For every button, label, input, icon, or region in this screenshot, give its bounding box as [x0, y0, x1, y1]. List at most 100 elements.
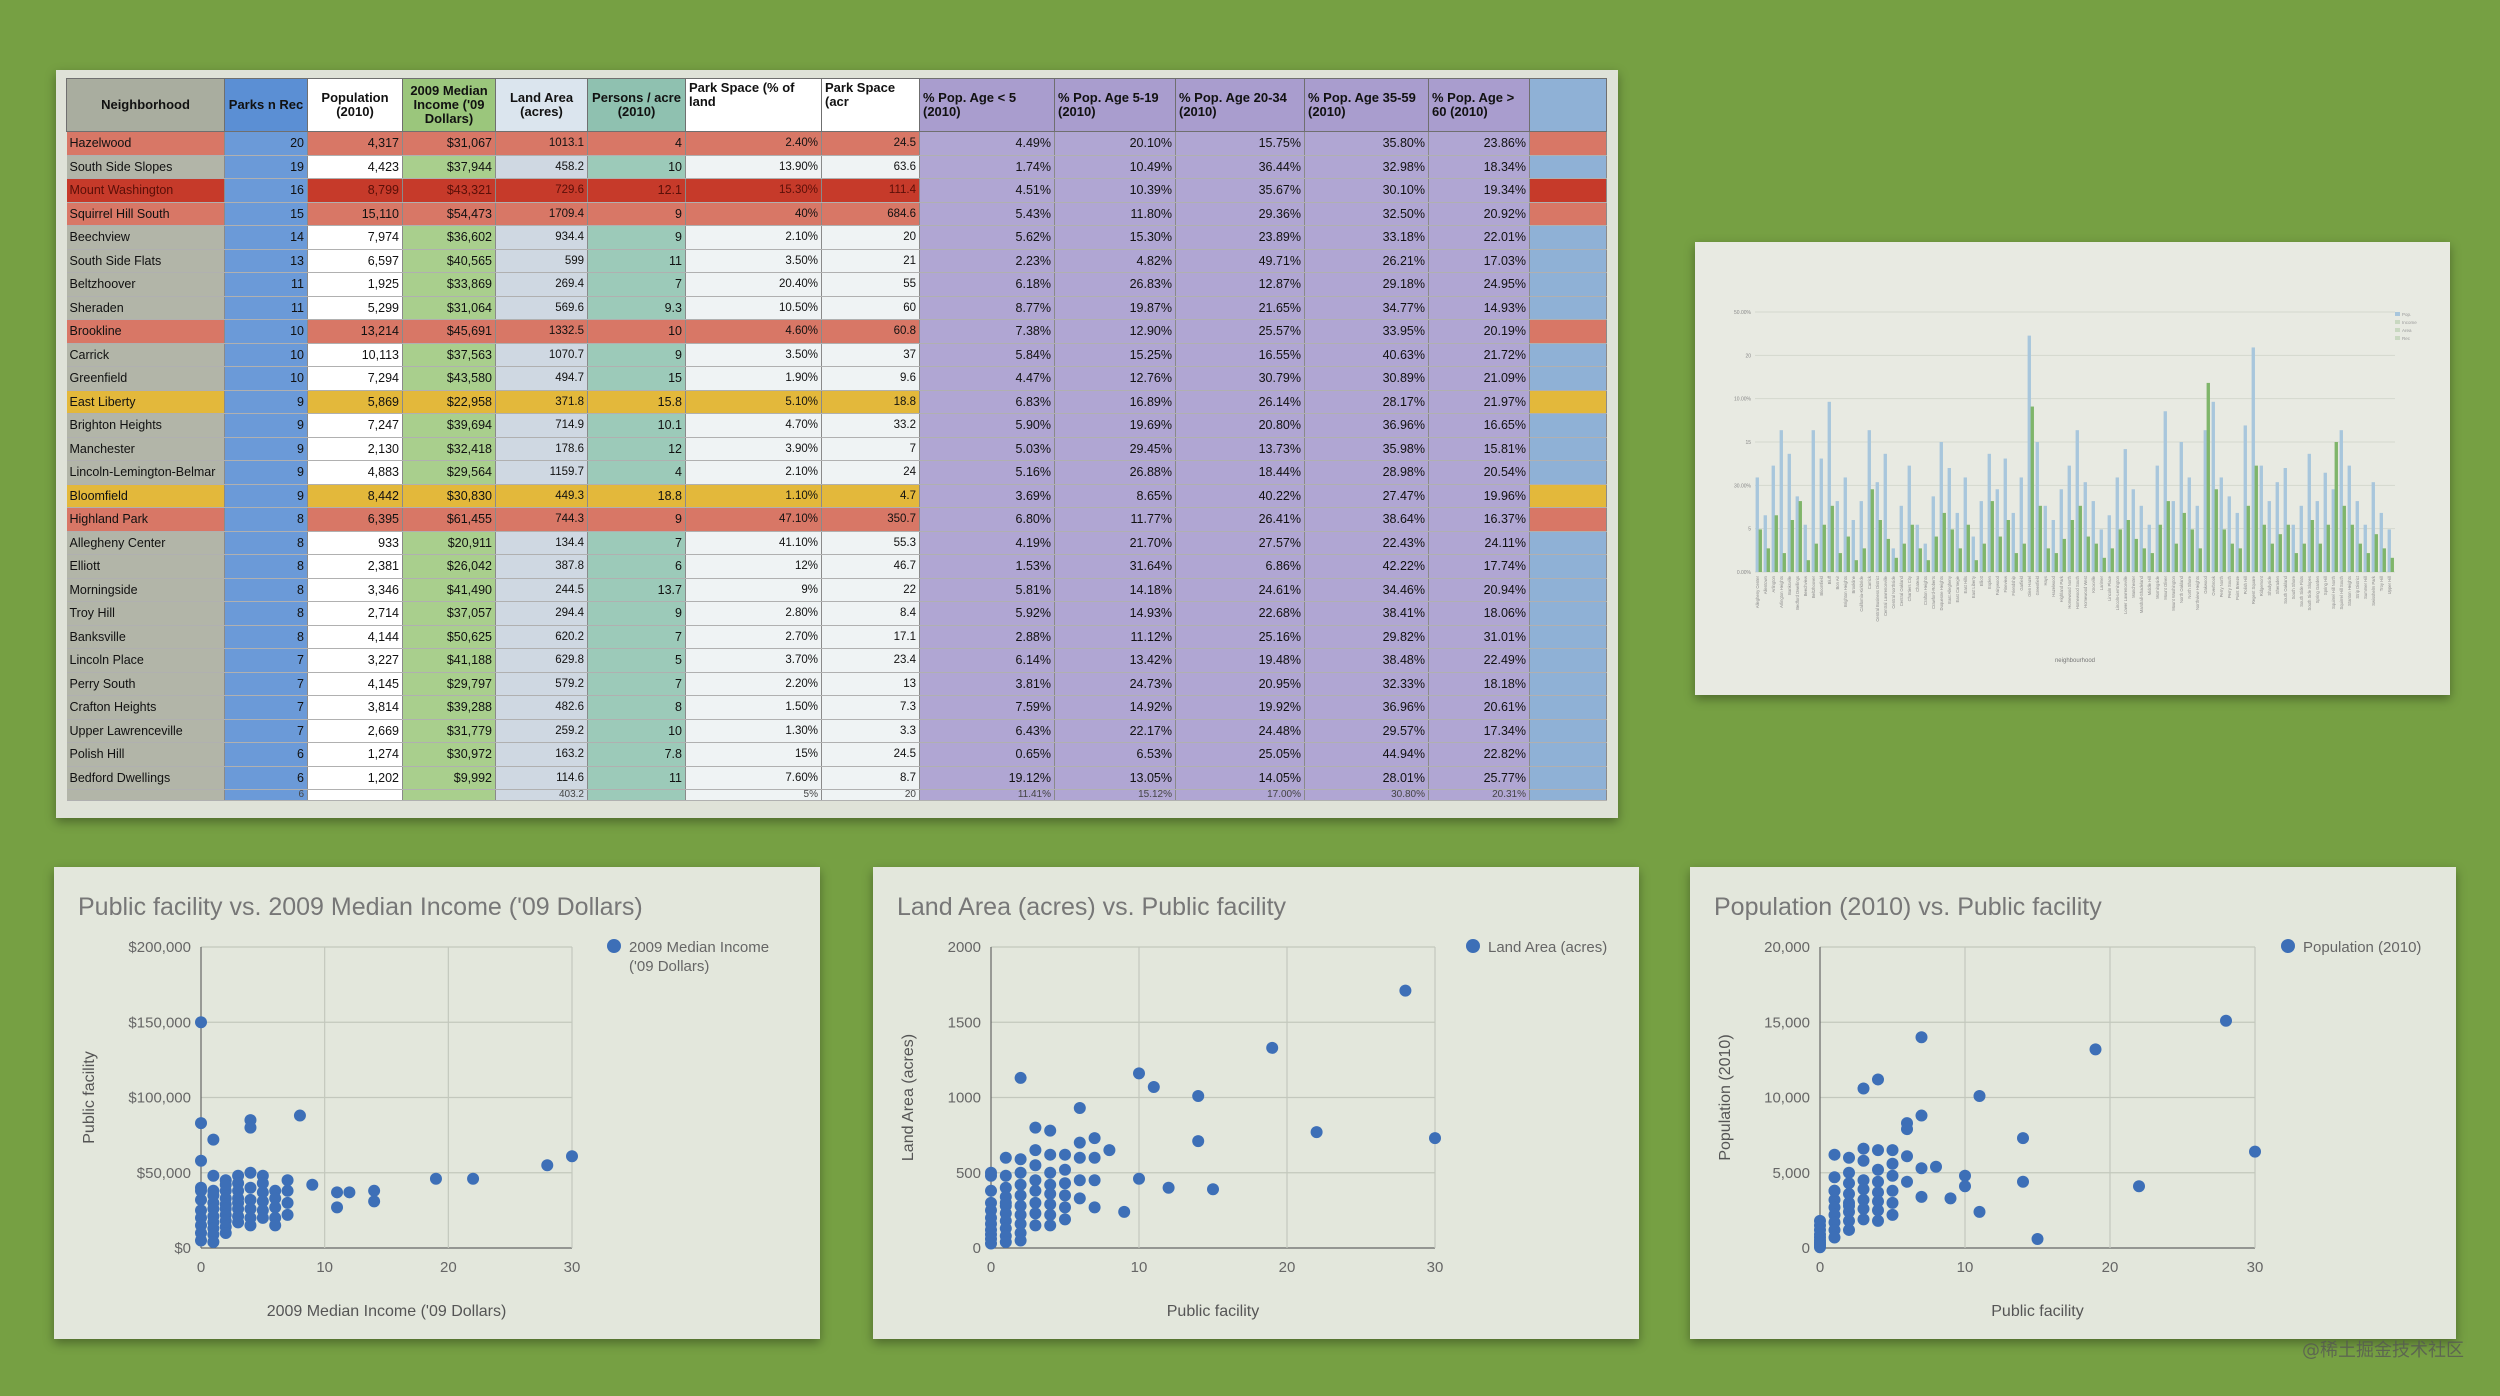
- legend-swatch: [2395, 312, 2400, 316]
- table-cell: 20: [821, 789, 920, 801]
- column-header: % Pop. Age > 60 (2010): [1428, 78, 1530, 132]
- bar-green: [1782, 553, 1786, 572]
- table-cell: 23.89%: [1175, 225, 1305, 250]
- data-point: [1044, 1187, 1057, 1200]
- bar-blue: [1795, 496, 1799, 572]
- data-point: [1044, 1148, 1057, 1161]
- data-point: [1029, 1144, 1042, 1157]
- table-cell: 19.96%: [1428, 484, 1530, 508]
- x-tick-label: Regent Square: [2251, 575, 2256, 604]
- data-point: [2220, 1014, 2232, 1027]
- bar-blue: [2187, 477, 2191, 572]
- bar-green: [2270, 543, 2274, 572]
- table-cell: $29,564: [402, 460, 496, 485]
- table-cell: 1070.7: [495, 343, 588, 367]
- data-point: [1915, 1162, 1928, 1175]
- x-tick-label: Marshall-Shadeland: [2139, 575, 2144, 613]
- table-cell: 9%: [685, 578, 822, 602]
- bar-blue: [2235, 512, 2239, 572]
- table-cell: 8,442: [307, 484, 403, 508]
- bar-green: [2118, 529, 2122, 572]
- table-cell: 5,299: [307, 296, 403, 320]
- legend-label: 2009 Median Income ('09 Dollars): [629, 939, 769, 975]
- data-point: [999, 1196, 1012, 1209]
- bar-blue: [1923, 543, 1927, 572]
- scatter-chart-income: Public facility vs. 2009 Median Income (…: [78, 893, 769, 1320]
- bar-blue: [1883, 453, 1887, 572]
- bar-green: [2318, 543, 2322, 572]
- bar-blue: [1787, 453, 1791, 572]
- table-cell: 744.3: [495, 507, 588, 532]
- bar-green: [1990, 501, 1994, 572]
- x-tick-label: East Hills: [1963, 576, 1968, 593]
- table-cell: 8.7: [821, 766, 920, 790]
- table-cell: 24.73%: [1054, 672, 1176, 696]
- data-point: [2249, 1145, 2261, 1158]
- bar-blue: [2339, 430, 2343, 572]
- data-point: [343, 1186, 356, 1199]
- data-point: [1429, 1132, 1441, 1145]
- table-cell: [1529, 531, 1607, 555]
- bar-green: [1766, 548, 1770, 572]
- data-point: [195, 1016, 207, 1029]
- table-row: Hazelwood 20 4,317 $31,067 1013.1 4 2.40% 24.5 4…: [66, 131, 1607, 156]
- bar-blue: [1827, 401, 1831, 572]
- x-tick-label: Fairywood: [1995, 575, 2000, 595]
- data-point: [1088, 1132, 1101, 1145]
- data-point: [1843, 1214, 1855, 1227]
- table-cell: 620.2: [495, 625, 588, 649]
- data-point: [2089, 1043, 2102, 1056]
- table-cell: 5.84%: [919, 343, 1055, 367]
- table-cell: 714.9: [495, 413, 588, 438]
- table-cell: 9: [587, 343, 686, 367]
- table-row: Morningside 8 3,346 $41,490 244.5 13.7 9% 22 5.8…: [66, 578, 1607, 602]
- bar-green: [1958, 548, 1962, 572]
- table-cell: 14.18%: [1054, 578, 1176, 602]
- table-cell: 21.72%: [1428, 343, 1530, 367]
- table-cell: 10.50%: [685, 296, 822, 320]
- data-point: [1029, 1184, 1042, 1197]
- y-tick-label: 30.00%: [1734, 483, 1752, 489]
- table-cell: 25.16%: [1175, 625, 1305, 649]
- table-cell: Elliott: [66, 554, 225, 579]
- bar-green: [1830, 505, 1834, 572]
- table-cell: 26.21%: [1304, 249, 1429, 273]
- bar-green: [1894, 557, 1898, 572]
- table-cell: 49.71%: [1175, 249, 1305, 273]
- column-header: Park Space (% of land: [685, 78, 822, 132]
- bar-blue: [1843, 477, 1847, 572]
- x-tick-label: East Liberty: [1971, 575, 1976, 598]
- table-cell: 18.8: [587, 484, 686, 508]
- table-cell: $41,188: [402, 648, 496, 673]
- data-point: [1886, 1144, 1899, 1157]
- table-cell: 35.80%: [1304, 131, 1429, 156]
- y-tick-label: $150,000: [128, 1014, 191, 1031]
- bar-blue: [2267, 501, 2271, 572]
- x-tick-label: East Carnegie: [1955, 575, 1960, 602]
- table-cell: 24.61%: [1175, 578, 1305, 602]
- table-row: Crafton Heights 7 3,814 $39,288 482.6 8 1.50% 7…: [66, 695, 1607, 720]
- bar-blue: [2227, 496, 2231, 572]
- bar-blue: [1771, 465, 1775, 572]
- table-cell: 4.70%: [685, 413, 822, 438]
- bar-green: [2110, 548, 2114, 572]
- data-point: [1901, 1123, 1913, 1136]
- table-cell: 1,202: [307, 766, 403, 790]
- table-cell: $30,972: [402, 742, 496, 767]
- table-cell: 4.82%: [1054, 249, 1176, 273]
- table-cell: 6: [224, 766, 308, 790]
- table-cell: 6.80%: [919, 507, 1055, 532]
- bar-blue: [2123, 449, 2127, 572]
- table-cell: [1529, 742, 1607, 767]
- x-tick-label: 0: [197, 1259, 205, 1276]
- table-row: East Liberty 9 5,869 $22,958 371.8 15.8 5.10% 1…: [66, 390, 1607, 414]
- table-cell: 7: [224, 695, 308, 720]
- table-cell: 5.62%: [919, 225, 1055, 250]
- table-cell: 5.92%: [919, 601, 1055, 626]
- table-cell: 15,110: [307, 202, 403, 226]
- table-cell: 20: [821, 225, 920, 250]
- table-cell: 3.69%: [919, 484, 1055, 508]
- table-cell: 933: [307, 531, 403, 555]
- bar-blue: [1899, 505, 1903, 572]
- x-tick-label: Carrick: [1867, 575, 1872, 589]
